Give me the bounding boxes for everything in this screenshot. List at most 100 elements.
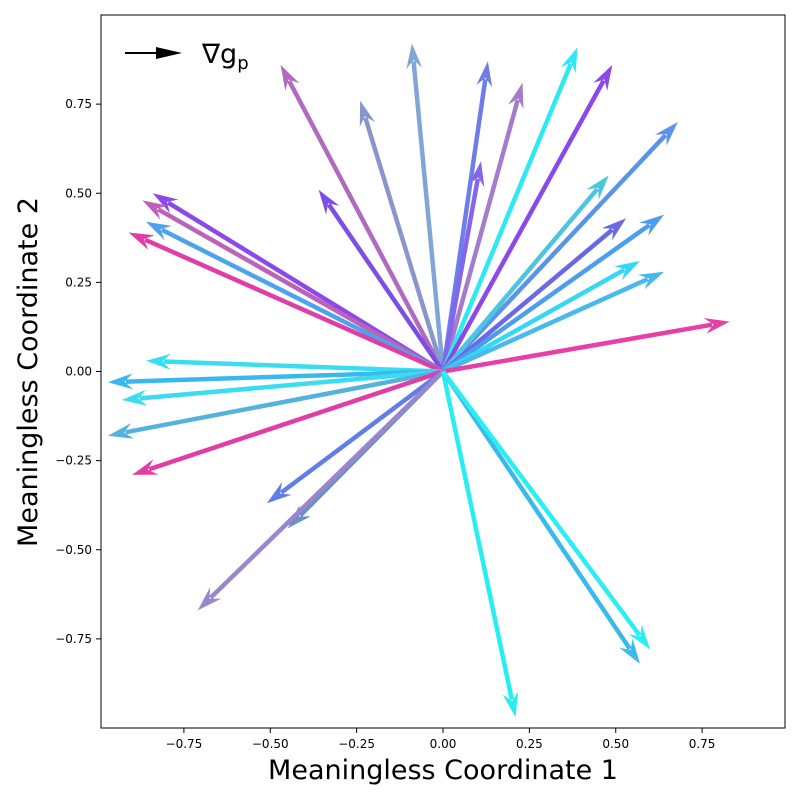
arrow-shaft <box>144 237 444 374</box>
arrow-shaft <box>441 187 599 373</box>
arrow-30 <box>441 370 640 664</box>
arrow-layer <box>107 43 730 718</box>
arrow-2 <box>280 64 445 373</box>
arrow-head <box>107 373 134 390</box>
arrow-head <box>586 175 609 200</box>
arrow-shaft <box>279 369 445 495</box>
x-tick-label: −0.75 <box>166 737 203 751</box>
arrow-shaft <box>440 371 515 701</box>
arrow-head <box>476 61 493 88</box>
x-tick-label: 0.25 <box>516 737 543 751</box>
arrow-head <box>107 423 134 439</box>
arrow-16 <box>442 318 730 374</box>
arrow-20 <box>128 232 444 374</box>
arrow-shaft <box>125 369 444 384</box>
arrow-28 <box>197 369 445 611</box>
arrow-shaft <box>441 370 642 637</box>
arrow-head <box>287 505 311 529</box>
arrow-shaft <box>441 133 668 374</box>
arrow-head <box>601 218 627 241</box>
arrow-head <box>197 587 222 611</box>
y-tick-label: 0.00 <box>65 365 92 379</box>
arrow-31 <box>441 370 651 650</box>
arrow-24 <box>107 369 444 439</box>
arrow-head <box>145 353 172 370</box>
arrow-26 <box>266 369 445 504</box>
arrow-25 <box>132 369 444 475</box>
y-tick-label: −0.25 <box>55 454 92 468</box>
arrow-head <box>145 221 172 241</box>
y-axis-label: Meaningless Coordinate 2 <box>13 197 44 547</box>
arrow-head <box>266 482 292 504</box>
arrow-1 <box>406 43 446 372</box>
arrow-head <box>152 193 179 214</box>
legend-arrow-head <box>156 47 182 59</box>
arrow-head <box>508 82 524 109</box>
arrow-shaft <box>287 79 445 373</box>
arrow-head <box>593 64 613 91</box>
legend: ∇gp <box>125 39 249 74</box>
arrow-6 <box>440 82 524 373</box>
x-tick-label: 0.75 <box>689 737 716 751</box>
arrow-13 <box>441 214 665 374</box>
arrow-head <box>703 318 730 334</box>
y-axis-ticks: −0.75 −0.50 −0.25 0.00 0.25 0.50 0.75 <box>55 97 101 646</box>
arrow-shaft <box>125 369 444 435</box>
arrow-shaft <box>163 359 444 374</box>
arrow-head <box>280 64 300 91</box>
arrow-23 <box>121 369 444 406</box>
arrow-shaft <box>441 370 632 651</box>
arrow-shaft <box>440 99 520 373</box>
arrow-29 <box>440 371 519 718</box>
arrow-11 <box>441 175 609 373</box>
arrow-head <box>560 47 578 74</box>
arrow-head <box>132 459 159 475</box>
arrow-shaft <box>440 178 481 372</box>
arrow-21 <box>145 353 444 374</box>
y-tick-label: 0.25 <box>65 275 92 289</box>
arrow-head <box>142 200 169 220</box>
x-tick-label: 0.50 <box>602 737 629 751</box>
arrow-shaft <box>139 369 444 401</box>
arrow-shaft <box>441 223 651 374</box>
y-tick-label: 0.50 <box>65 186 92 200</box>
x-axis-label: Meaningless Coordinate 1 <box>268 755 618 786</box>
arrow-shaft <box>442 322 713 374</box>
arrow-head <box>359 100 376 127</box>
arrow-head <box>128 232 155 250</box>
arrow-shaft <box>156 207 445 374</box>
arrow-shaft <box>209 369 445 600</box>
y-tick-label: 0.75 <box>65 97 92 111</box>
arrow-shaft <box>411 61 446 372</box>
legend-label: ∇gp <box>201 39 249 74</box>
arrow-3 <box>359 100 446 373</box>
arrow-shaft <box>441 79 606 373</box>
arrow-15 <box>442 271 665 374</box>
arrow-14 <box>441 261 640 374</box>
arrow-head <box>468 161 485 188</box>
arrow-8 <box>440 47 578 373</box>
arrow-12 <box>441 218 627 374</box>
x-tick-label: 0.00 <box>430 737 457 751</box>
arrow-10 <box>441 122 678 374</box>
arrow-shaft <box>442 277 649 374</box>
arrow-18 <box>142 200 445 374</box>
arrow-head <box>628 624 651 650</box>
arrow-19 <box>145 221 445 374</box>
arrow-22 <box>107 369 444 390</box>
arrow-head <box>619 638 640 664</box>
y-tick-label: −0.75 <box>55 632 92 646</box>
arrow-shaft <box>441 267 626 374</box>
arrow-shaft <box>363 117 446 373</box>
arrow-head <box>406 43 423 70</box>
arrow-head <box>654 122 678 146</box>
arrow-4 <box>318 189 445 373</box>
arrow-head <box>638 271 665 290</box>
arrow-shaft <box>160 227 445 374</box>
arrow-head <box>121 389 148 406</box>
arrow-9 <box>441 64 613 373</box>
arrow-shaft <box>441 228 614 374</box>
arrow-7 <box>440 161 485 372</box>
